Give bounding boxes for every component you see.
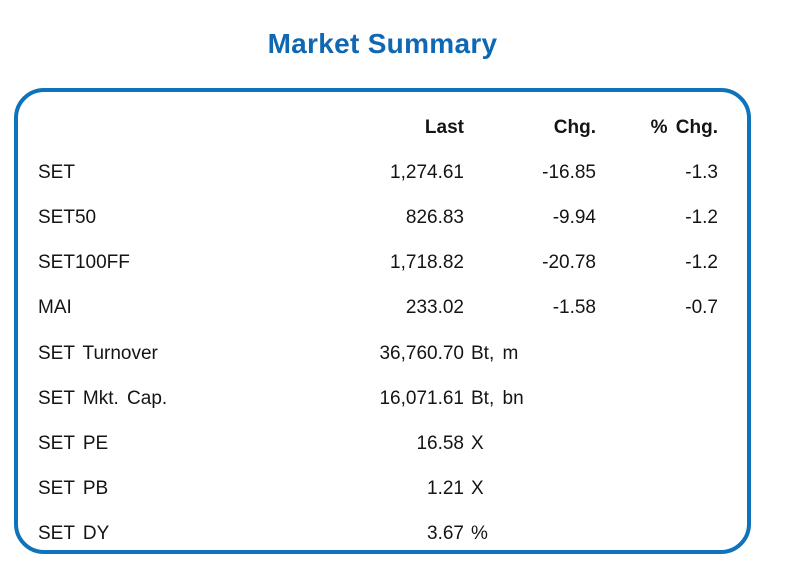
row-label: SET xyxy=(38,161,75,183)
last-value: 826.83 xyxy=(405,206,464,228)
chg-value: -1.58 xyxy=(552,297,596,319)
row-label: SET50 xyxy=(38,206,97,228)
pct-chg-value: -0.7 xyxy=(685,297,718,319)
last-value: 16.58 xyxy=(416,432,464,454)
table-row-set50: SET50 826.83 -9.94 -1.2 xyxy=(38,195,718,240)
last-value: 16,071.61 xyxy=(379,387,464,409)
row-label: SET PE xyxy=(38,432,109,454)
table-row-set-dy: SET DY 3.67 % xyxy=(38,512,718,550)
unit-label: X xyxy=(471,478,484,500)
column-header-chg: Chg. xyxy=(553,116,596,138)
unit-label: % xyxy=(471,523,488,545)
table-row-set100ff: SET100FF 1,718.82 -20.78 -1.2 xyxy=(38,241,718,286)
pct-chg-value: -1.2 xyxy=(685,206,718,228)
last-value: 1,274.61 xyxy=(390,161,464,183)
unit-label: Bt, bn xyxy=(471,387,524,409)
row-label: SET DY xyxy=(38,523,110,545)
last-value: 1,718.82 xyxy=(390,252,464,274)
last-value: 1.21 xyxy=(427,478,464,500)
row-label: SET Mkt. Cap. xyxy=(38,387,168,409)
unit-label: X xyxy=(471,432,484,454)
chg-value: -16.85 xyxy=(542,161,596,183)
row-label: SET100FF xyxy=(38,252,130,274)
column-header-pct-chg: % Chg. xyxy=(650,116,718,138)
last-value: 3.67 xyxy=(427,523,464,545)
row-label: MAI xyxy=(38,297,72,319)
table-row-set-turnover: SET Turnover 36,760.70 Bt, m xyxy=(38,331,718,376)
table-row-set: SET 1,274.61 -16.85 -1.3 xyxy=(38,150,718,195)
row-label: SET Turnover xyxy=(38,342,158,364)
table-row-set-pb: SET PB 1.21 X xyxy=(38,467,718,512)
page-title: Market Summary xyxy=(267,28,498,59)
row-label: SET PB xyxy=(38,478,109,500)
chg-value: -9.94 xyxy=(552,206,596,228)
table-row-set-pe: SET PE 16.58 X xyxy=(38,421,718,466)
table-row-set-mkt-cap: SET Mkt. Cap. 16,071.61 Bt, bn xyxy=(38,376,718,421)
column-header-last: Last xyxy=(424,116,464,138)
chg-value: -20.78 xyxy=(542,252,596,274)
table-header-row: Last Chg. % Chg. xyxy=(38,105,718,150)
pct-chg-value: -1.2 xyxy=(685,252,718,274)
last-value: 36,760.70 xyxy=(379,342,464,364)
market-summary-card: Last Chg. % Chg. SET 1,274.61 -16.85 -1.… xyxy=(14,88,751,554)
table-row-mai: MAI 233.02 -1.58 -0.7 xyxy=(38,286,718,331)
pct-chg-value: -1.3 xyxy=(685,161,718,183)
last-value: 233.02 xyxy=(405,297,464,319)
unit-label: Bt, m xyxy=(471,342,519,364)
